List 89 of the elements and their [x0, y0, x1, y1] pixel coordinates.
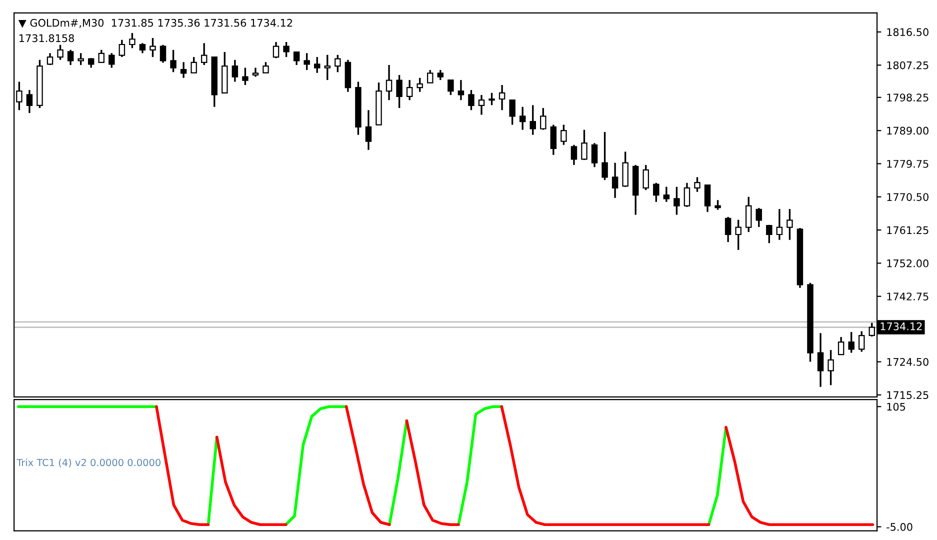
candlestick	[509, 99, 516, 126]
candlestick	[416, 77, 423, 93]
candlestick	[150, 37, 156, 58]
y-tick-label: -5.00	[886, 523, 912, 531]
candlestick	[488, 92, 495, 106]
candlestick	[272, 41, 280, 59]
y-tick-label: 1789.00	[887, 126, 928, 135]
y-tick-label: 1752.00	[887, 259, 928, 268]
candlestick	[828, 349, 834, 386]
candlestick	[88, 57, 94, 69]
candlestick	[622, 150, 628, 188]
candlestick	[232, 59, 238, 83]
candlestick	[848, 331, 854, 354]
candlestick	[200, 42, 208, 66]
candlestick	[724, 216, 732, 243]
candlestick	[468, 89, 474, 111]
candlestick	[581, 128, 588, 161]
candlestick	[776, 208, 783, 241]
candlestick	[612, 162, 618, 199]
y-tick-label: 1761.25	[887, 226, 928, 234]
y-tick-label: 1816.50	[887, 28, 928, 36]
candlestick	[118, 39, 126, 58]
candlestick	[786, 208, 793, 241]
candlestick	[550, 124, 557, 156]
candlestick	[756, 207, 762, 228]
candlestick	[602, 131, 608, 181]
y-tick-label: 1715.25	[887, 391, 928, 400]
candlestick	[98, 49, 105, 64]
candlestick	[46, 52, 54, 66]
candlestick	[324, 54, 331, 81]
candlestick	[242, 66, 248, 86]
candlestick	[304, 52, 310, 71]
candlestick	[642, 164, 649, 191]
candlestick	[129, 32, 136, 49]
text: ▼ GOLDm#,M30 1731.85 1735.36 1731.56 1734.12	[18, 18, 292, 28]
candlestick	[108, 52, 115, 69]
y-tick-label: 105	[887, 402, 906, 411]
candlestick	[283, 41, 290, 58]
candlestick	[160, 44, 166, 64]
candlestick	[170, 49, 176, 73]
candlestick	[478, 94, 485, 116]
text: Trix TC1 (4) v2 0.0000 0.0000	[16, 458, 160, 468]
y-tick-label: 1724.50	[887, 358, 928, 366]
candlestick	[591, 142, 598, 168]
candlestick	[653, 182, 660, 203]
candlestick	[838, 336, 844, 356]
candlestick	[262, 61, 269, 74]
candlestick	[78, 52, 84, 66]
ref-line-label: 1734.12	[880, 322, 922, 330]
y-tick-label: 1779.75	[887, 160, 928, 168]
candlestick	[386, 64, 392, 101]
candlestick	[334, 54, 341, 73]
candlestick	[406, 79, 413, 101]
y-tick-label: 1770.50	[887, 193, 928, 201]
candlestick	[540, 107, 546, 131]
candlestick	[139, 42, 146, 54]
candlestick	[704, 184, 711, 213]
candlestick	[674, 186, 680, 216]
y-tick-label: 1807.25	[887, 61, 928, 70]
candlestick	[519, 106, 526, 131]
candlestick	[458, 79, 464, 101]
candlestick	[817, 332, 824, 388]
candlestick	[858, 330, 865, 353]
candlestick	[560, 124, 567, 146]
candlestick	[498, 84, 506, 111]
candlestick	[714, 199, 721, 211]
candlestick	[427, 69, 434, 84]
annotation: 1731.8158	[20, 34, 74, 42]
y-tick-label: 1798.25	[887, 94, 928, 102]
candlestick	[396, 74, 402, 109]
candlestick	[180, 61, 187, 79]
candlestick	[314, 56, 320, 74]
candlestick	[663, 186, 670, 203]
candlestick	[766, 224, 772, 244]
candlestick	[437, 69, 444, 81]
candlestick	[57, 44, 64, 61]
candlestick	[570, 144, 578, 166]
candlestick	[694, 176, 700, 193]
candlestick	[293, 51, 300, 66]
candlestick	[26, 89, 33, 114]
candlestick	[365, 109, 372, 151]
y-tick-label: 1742.75	[887, 292, 928, 300]
candlestick	[745, 196, 752, 233]
candlestick	[67, 49, 74, 66]
candlestick	[448, 79, 454, 96]
candlestick	[530, 104, 536, 136]
candlestick	[684, 182, 690, 208]
candlestick	[190, 56, 197, 74]
candlestick	[735, 218, 742, 251]
